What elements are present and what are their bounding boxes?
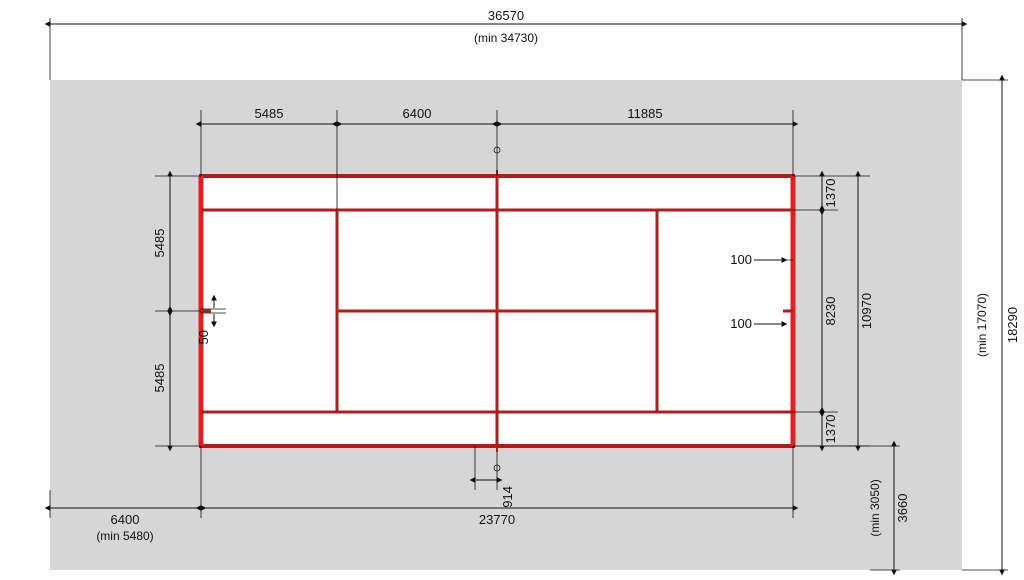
dim-right-half: 11885 [627,106,662,121]
dim-serviceboxes: 6400 [403,106,432,121]
dim-centermark-1: 100 [730,252,752,267]
dim-netpost: 914 [500,486,515,508]
dim-overall-width: 18290 (min 17070) [962,80,1020,570]
dim-court-length: 23770 [479,512,515,527]
dim-court-width: 10970 [859,293,874,329]
overall-width-value: 18290 [1005,307,1020,343]
dim-sideclear: 3660 [895,494,910,523]
dim-halfwidth-top: 5485 [152,229,167,258]
dim-runback: 6400 [111,512,140,527]
court-diagram: 36570 (min 34730) 18290 (min 17070) 5485… [0,0,1024,580]
overall-width-sub: (min 17070) [975,293,989,357]
overall-length-value: 36570 [488,8,524,23]
dim-centermark-2: 100 [730,316,752,331]
dim-servicewidth: 8230 [823,297,838,326]
dim-halfwidth-bot: 5485 [152,364,167,393]
dim-alley-top: 1370 [823,179,838,208]
dim-alley-bot: 1370 [823,415,838,444]
dim-sideclear-sub: (min 3050) [868,479,882,536]
dim-overall-length: 36570 (min 34730) [50,8,962,80]
dim-runback-sub: (min 5480) [96,529,153,543]
dim-backcourt: 5485 [255,106,284,121]
overall-length-sub: (min 34730) [474,31,538,45]
dim-linewidth: 50 [196,330,211,344]
